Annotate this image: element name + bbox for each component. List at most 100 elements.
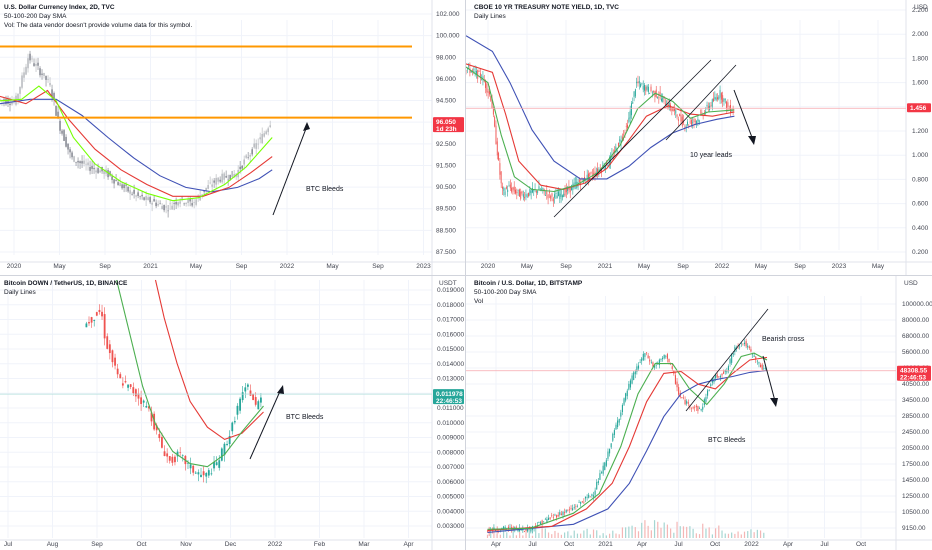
candle-body: [49, 83, 51, 86]
tnx-lines-note: Daily Lines: [474, 13, 506, 20]
candle-body: [219, 179, 221, 182]
sma-mid-line: [154, 279, 264, 441]
y-tick-label: 40500.00: [902, 381, 929, 388]
candle-body: [624, 132, 626, 134]
candle-body: [117, 182, 119, 186]
x-tick-label: Jul: [4, 541, 13, 548]
dxy-chart[interactable]: 102.000100.00098.00096.00094.50093.50092…: [0, 0, 465, 275]
candle-body: [596, 482, 598, 490]
candle-body: [578, 502, 580, 503]
candle-body: [175, 202, 177, 205]
tnx-chart[interactable]: 2.2002.0001.8001.6001.4001.2001.0000.800…: [466, 0, 932, 275]
candle-body: [594, 171, 596, 176]
candle-body: [233, 421, 236, 423]
pane-dxy[interactable]: U.S. Dollar Currency Index, 2D, TVC 50-1…: [0, 0, 465, 275]
dxy-title: U.S. Dollar Currency Index, 2D, TVC: [4, 4, 115, 11]
x-tick-label: Sep: [236, 263, 248, 270]
candle-body: [688, 124, 690, 126]
volume-bar: [718, 525, 720, 538]
pane-btcdown[interactable]: Bitcoin DOWN / TetherUS, 1D, BINANCE Dai…: [0, 276, 465, 550]
candle-body: [681, 397, 683, 399]
candle-body: [602, 465, 604, 474]
volume-bar: [596, 530, 598, 538]
candle-body: [644, 353, 646, 357]
candle-body: [71, 152, 73, 158]
candle-body: [650, 362, 652, 364]
candle-body: [701, 112, 703, 114]
y-tick-label: 80000.00: [902, 317, 929, 324]
candle-body: [525, 193, 527, 197]
candle-body: [763, 367, 765, 369]
candle-body: [73, 156, 75, 162]
candle-body: [696, 121, 698, 124]
candle-body: [621, 405, 623, 413]
candle-body: [99, 170, 101, 173]
candle-body: [231, 171, 233, 178]
x-tick-label: 2021: [598, 541, 613, 548]
volume-bar: [753, 532, 755, 538]
candle-body: [585, 180, 587, 181]
volume-bar: [657, 521, 659, 538]
volume-bar: [692, 528, 694, 538]
candle-body: [615, 424, 617, 430]
candle-body: [545, 195, 546, 196]
candle-body: [213, 180, 215, 183]
candle-body: [710, 105, 712, 106]
candle-body: [201, 194, 203, 196]
candle-body: [525, 527, 527, 532]
candle-body: [166, 453, 169, 457]
candle-body: [503, 526, 505, 529]
candle-body: [194, 472, 197, 474]
candle-body: [503, 187, 505, 191]
btcdown-chart[interactable]: 0.019000 0.018000 0.017000 0.016000 0.015000…: [0, 276, 465, 550]
candle-body: [466, 68, 468, 70]
candle-body: [626, 390, 628, 397]
candle-body: [244, 387, 247, 392]
x-tick-label: Apr: [403, 541, 414, 548]
candle-body: [727, 102, 729, 107]
pane-btcusd[interactable]: Bitcoin / U.S. Dollar, 1D, BITSTAMP 50-1…: [466, 276, 932, 550]
x-tick-label: Oct: [136, 541, 146, 548]
candle-body: [181, 455, 184, 456]
candle-body: [618, 418, 620, 423]
y-tick-label: 88.500: [436, 227, 456, 234]
candle-body: [636, 366, 638, 372]
pane-tnx[interactable]: CBOE 10 YR TREASURY NOTE YIELD, 1D, TVC …: [466, 0, 932, 275]
volume-bar: [557, 532, 559, 538]
candle-body: [589, 172, 591, 177]
candle-body: [125, 184, 127, 186]
btcusd-chart[interactable]: 100000.0080000.0068000.0056000.0048000.0…: [466, 276, 932, 550]
candle-body: [724, 99, 726, 100]
trend-arrow: [249, 388, 282, 460]
y-tick-label: 0.008000: [437, 449, 464, 456]
candle-body: [85, 323, 88, 328]
candle-body: [163, 451, 166, 457]
x-tick-label: Apr: [491, 541, 502, 548]
candle-body: [97, 168, 99, 173]
volume-bar: [615, 533, 617, 538]
y-tick-label: 68000.00: [902, 333, 929, 340]
candle-body: [594, 490, 596, 495]
candle-body: [533, 190, 535, 191]
candle-body: [491, 98, 493, 109]
candle-body: [523, 531, 526, 532]
pane-divider-horizontal[interactable]: [0, 275, 932, 276]
candle-body: [637, 365, 640, 369]
candle-body: [555, 193, 557, 195]
candle-body: [660, 98, 662, 101]
candle-body: [147, 197, 149, 201]
tnx-title: CBOE 10 YR TREASURY NOTE YIELD, 1D, TVC: [474, 4, 619, 11]
candle-body: [223, 443, 226, 456]
candle-body: [569, 186, 571, 193]
candle-body: [516, 191, 518, 194]
arrow-head: [277, 385, 284, 394]
x-tick-label: Sep: [99, 263, 111, 270]
candle-body: [111, 176, 113, 180]
candle-body: [211, 184, 213, 187]
candle-body: [588, 494, 590, 498]
annotation-10-year-leads: 10 year leads: [690, 152, 733, 159]
y-tick-label: 94.500: [436, 98, 456, 105]
candle-body: [609, 449, 611, 454]
candle-body: [671, 107, 673, 111]
candle-body: [638, 81, 640, 84]
